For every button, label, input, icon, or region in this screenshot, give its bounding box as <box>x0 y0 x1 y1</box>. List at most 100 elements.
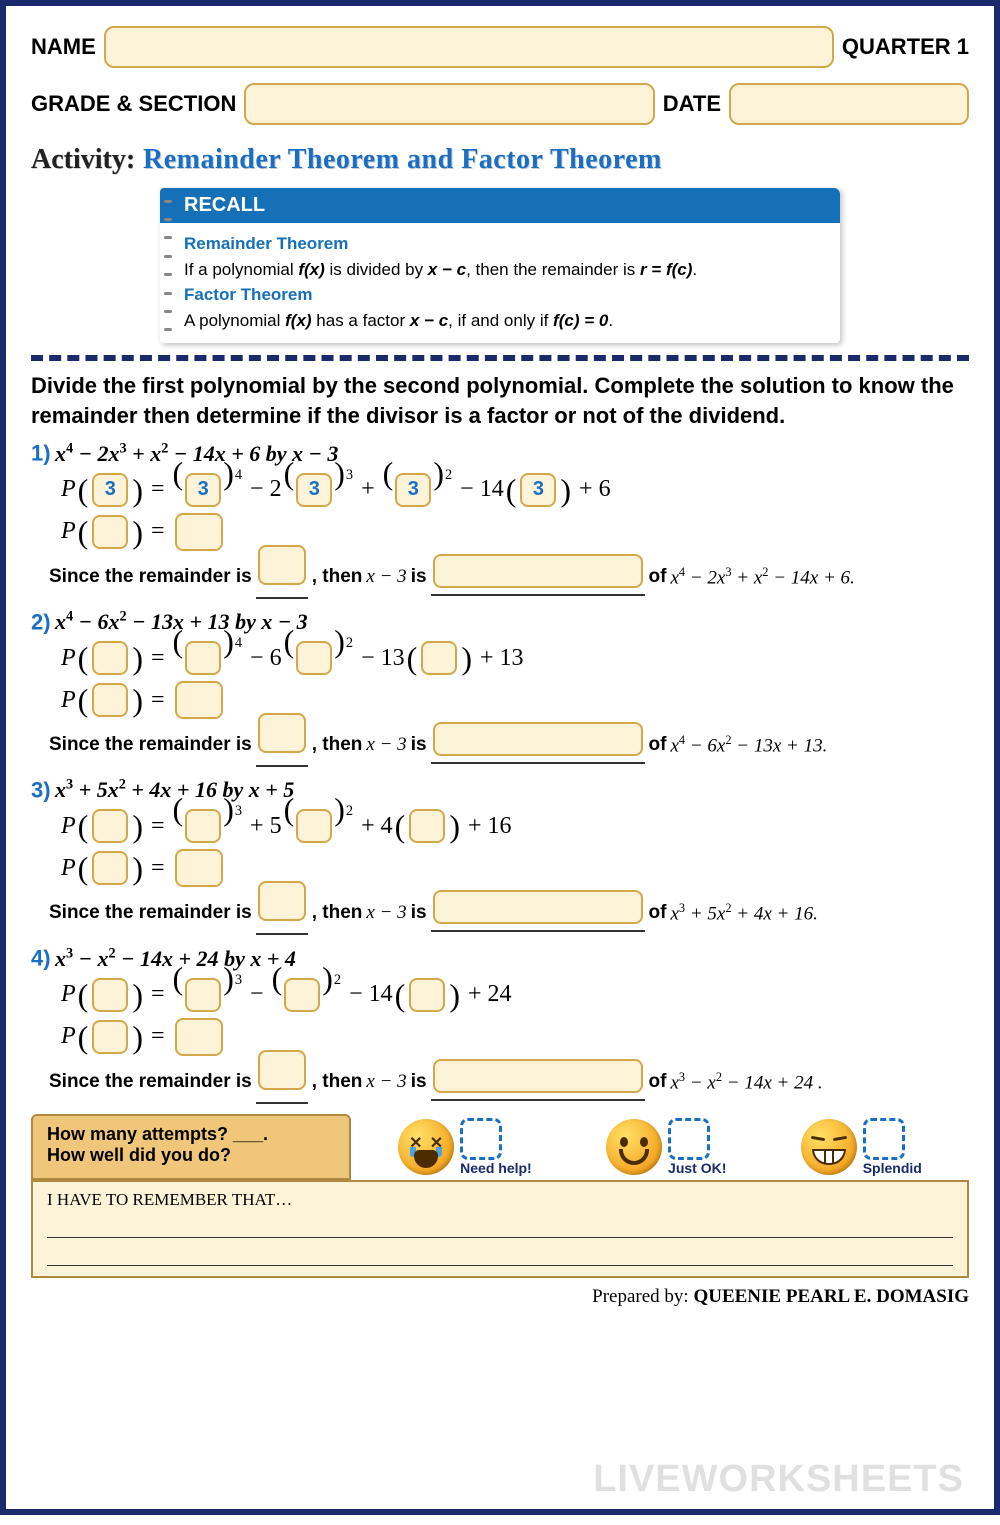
fill-blank[interactable] <box>175 1018 223 1056</box>
problem-3-line1: P() = ()3 + 5 ()2 + 4 () + 16 <box>61 809 969 843</box>
problem-3-sentence: Since the remainder is , then x − 3 is o… <box>49 893 969 933</box>
prepared-by: Prepared by: QUEENIE PEARL E. DOMASIG <box>31 1286 969 1308</box>
attempts-question-2: How well did you do? <box>47 1145 335 1166</box>
problem-4-sentence: Since the remainder is , then x − 3 is o… <box>49 1062 969 1102</box>
remainder-theorem-text: If a polynomial f(x) is divided by x − c… <box>184 257 822 283</box>
footer-section: How many attempts? ___. How well did you… <box>31 1114 969 1308</box>
recall-body: Remainder Theorem If a polynomial f(x) i… <box>160 223 840 343</box>
fill-blank[interactable] <box>92 851 128 885</box>
problem-number: 1) <box>31 441 51 466</box>
problem-1: 1) x4 − 2x3 + x2 − 14x + 6 by x − 3 P(3)… <box>31 440 969 596</box>
fill-blank[interactable] <box>258 1050 306 1090</box>
problem-4-line1: P() = ()3 − ()2 − 14 () + 24 <box>61 978 969 1012</box>
factor-theorem-text: A polynomial f(x) has a factor x − c, if… <box>184 308 822 334</box>
problem-2: 2) x4 − 6x2 − 13x + 13 by x − 3 P() = ()… <box>31 609 969 765</box>
dash-divider <box>31 355 969 361</box>
recall-box: RECALL Remainder Theorem If a polynomial… <box>160 188 840 343</box>
spiral-binding-icon <box>164 192 174 339</box>
fill-blank[interactable] <box>92 641 128 675</box>
problem-2-line2: P() = <box>61 681 969 719</box>
problem-tail: x3 + 5x2 + 4x + 16. <box>670 901 817 925</box>
fill-blank[interactable] <box>409 809 445 843</box>
fill-blank[interactable] <box>296 641 332 675</box>
fill-blank[interactable]: 3 <box>520 473 556 507</box>
problem-number: 3) <box>31 777 51 802</box>
name-input[interactable] <box>104 26 834 68</box>
splendid-checkbox[interactable] <box>863 1118 905 1160</box>
date-input[interactable] <box>729 83 969 125</box>
problem-1-sentence: Since the remainder is , then x − 3 is o… <box>49 557 969 597</box>
problem-tail: x4 − 2x3 + x2 − 14x + 6. <box>670 565 854 589</box>
problem-tail: x3 − x2 − 14x + 24 . <box>670 1070 822 1094</box>
fill-blank[interactable] <box>258 713 306 753</box>
problem-1-line2: P() = <box>61 513 969 551</box>
fill-blank[interactable] <box>185 978 221 1012</box>
fill-blank[interactable] <box>185 809 221 843</box>
need-help-checkbox[interactable] <box>460 1118 502 1160</box>
grade-input[interactable] <box>244 83 654 125</box>
problem-4: 4) x3 − x2 − 14x + 24 by x + 4 P() = ()3… <box>31 945 969 1101</box>
problem-3: 3) x3 + 5x2 + 4x + 16 by x + 5 P() = ()3… <box>31 777 969 933</box>
problem-2-line1: P() = ()4 − 6 ()2 − 13 () + 13 <box>61 641 969 675</box>
header-row-2: GRADE & SECTION DATE <box>31 83 969 125</box>
recall-header: RECALL <box>160 188 840 223</box>
fill-blank[interactable] <box>296 809 332 843</box>
problem-4-line2: P() = <box>61 1018 969 1056</box>
remember-prompt: I HAVE TO REMEMBER THAT… <box>47 1190 292 1209</box>
fill-blank[interactable] <box>284 978 320 1012</box>
fill-blank[interactable]: 3 <box>185 473 221 507</box>
need-help-label: Need help! <box>460 1160 532 1176</box>
emoji-just-ok: Just OK! <box>606 1118 726 1176</box>
splendid-label: Splendid <box>863 1160 922 1176</box>
fill-blank[interactable]: 3 <box>92 473 128 507</box>
problem-1-line1: P(3) = (3)4 − 2 (3)3 + (3)2 − 14 (3) + 6 <box>61 473 969 507</box>
factor-theorem-title: Factor Theorem <box>184 282 822 308</box>
problem-3-line2: P() = <box>61 849 969 887</box>
fill-blank[interactable] <box>92 809 128 843</box>
problem-2-sentence: Since the remainder is , then x − 3 is o… <box>49 725 969 765</box>
fill-blank[interactable] <box>409 978 445 1012</box>
quarter-label: QUARTER 1 <box>842 34 969 60</box>
date-label: DATE <box>663 91 721 117</box>
attempts-question-1: How many attempts? ___. <box>47 1124 335 1145</box>
problem-number: 2) <box>31 609 51 634</box>
remember-box: I HAVE TO REMEMBER THAT… <box>31 1180 969 1278</box>
fill-blank[interactable]: 3 <box>296 473 332 507</box>
problem-tail: x4 − 6x2 − 13x + 13. <box>670 733 827 757</box>
fill-blank[interactable] <box>175 513 223 551</box>
fill-blank[interactable] <box>175 681 223 719</box>
emoji-group: ✕✕ Need help! <box>351 1114 969 1180</box>
attempts-row: How many attempts? ___. How well did you… <box>31 1114 969 1180</box>
just-ok-label: Just OK! <box>668 1160 726 1176</box>
fill-blank[interactable] <box>258 881 306 921</box>
emoji-need-help: ✕✕ Need help! <box>398 1118 532 1176</box>
fill-blank[interactable] <box>92 683 128 717</box>
fill-blank[interactable] <box>92 1020 128 1054</box>
watermark: LIVEWORKSHEETS <box>593 1458 964 1501</box>
activity-prefix: Activity: <box>31 144 135 175</box>
fill-blank[interactable] <box>421 641 457 675</box>
instructions: Divide the first polynomial by the secon… <box>31 371 969 430</box>
problem-expression: x4 − 2x3 + x2 − 14x + 6 by x − 3 <box>55 441 338 466</box>
remember-line-2[interactable] <box>47 1244 953 1266</box>
fill-blank[interactable] <box>175 849 223 887</box>
fill-blank[interactable]: 3 <box>395 473 431 507</box>
grin-emoji-icon <box>801 1119 857 1175</box>
activity-title: Remainder Theorem and Factor Theorem <box>143 144 662 175</box>
just-ok-checkbox[interactable] <box>668 1118 710 1160</box>
fill-blank[interactable] <box>258 545 306 585</box>
remainder-theorem-title: Remainder Theorem <box>184 231 822 257</box>
worksheet-page: NAME QUARTER 1 GRADE & SECTION DATE Acti… <box>0 0 1000 1515</box>
fill-blank[interactable] <box>92 978 128 1012</box>
grade-label: GRADE & SECTION <box>31 91 236 117</box>
name-label: NAME <box>31 34 96 60</box>
remember-line-1[interactable] <box>47 1216 953 1238</box>
attempts-tab: How many attempts? ___. How well did you… <box>31 1114 351 1180</box>
emoji-splendid: Splendid <box>801 1118 922 1176</box>
smile-emoji-icon <box>606 1119 662 1175</box>
fill-blank[interactable] <box>92 515 128 549</box>
fill-blank[interactable] <box>185 641 221 675</box>
crying-emoji-icon: ✕✕ <box>398 1119 454 1175</box>
problem-number: 4) <box>31 946 51 971</box>
activity-heading: Activity: Remainder Theorem and Factor T… <box>31 143 969 176</box>
